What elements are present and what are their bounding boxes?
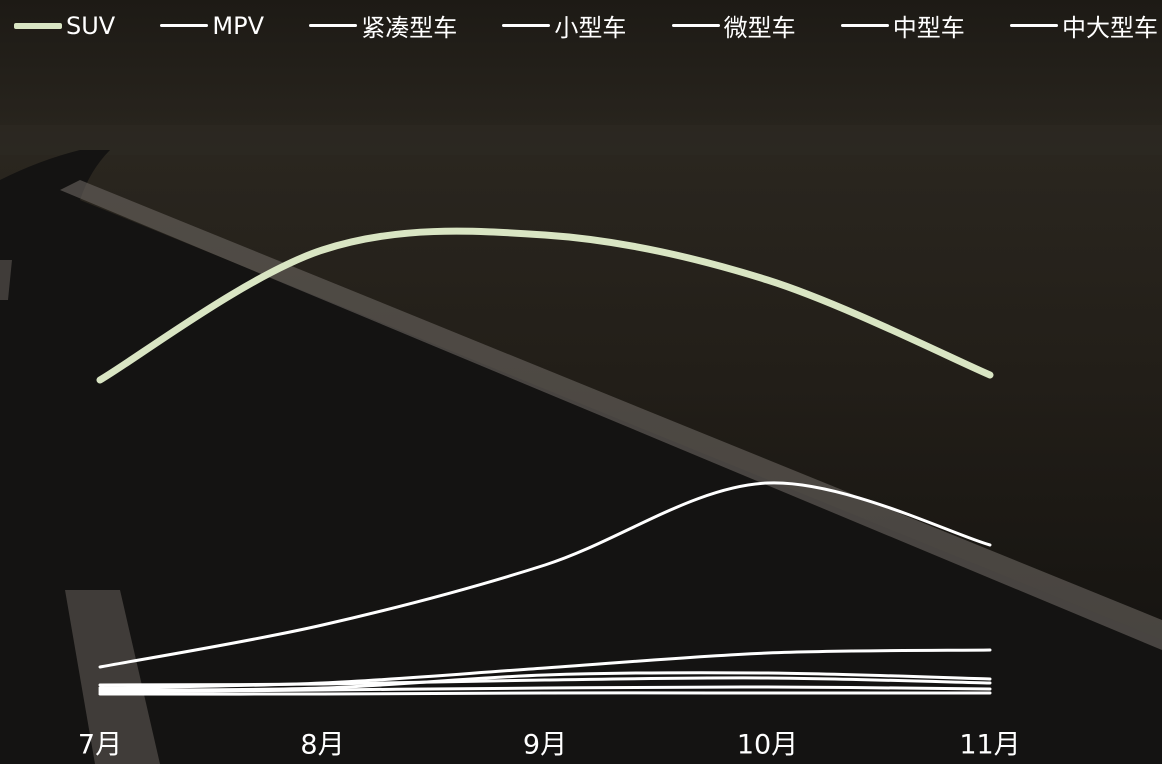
series-line: [98, 691, 992, 696]
legend-label: 微型车: [723, 14, 796, 42]
legend-swatch: [840, 24, 889, 27]
series-line: [98, 648, 992, 690]
legend-item[interactable]: 微型车: [671, 8, 796, 43]
x-tick-label: 11月: [959, 730, 1020, 761]
legend-swatch: [14, 22, 62, 29]
legend-label: 中型车: [892, 14, 965, 42]
legend-label: SUV: [66, 11, 116, 40]
legend-item[interactable]: 紧凑型车: [309, 8, 457, 43]
legend-label: MPV: [212, 11, 265, 40]
x-tick-label: 8月: [300, 730, 344, 761]
x-tick-label: 10月: [737, 730, 798, 761]
series-line: [96, 227, 994, 384]
legend-swatch: [1009, 24, 1058, 27]
legend-item[interactable]: 小型车: [502, 8, 626, 43]
legend-swatch: [160, 24, 209, 27]
legend-item[interactable]: SUV: [14, 8, 115, 43]
legend-item[interactable]: 中大型车: [1009, 8, 1158, 43]
legend-item[interactable]: MPV: [160, 8, 264, 43]
legend-swatch: [502, 24, 551, 27]
legend-label: 中大型车: [1061, 14, 1158, 42]
legend-swatch: [309, 24, 358, 27]
legend-label: 紧凑型车: [361, 14, 458, 42]
x-tick-label: 7月: [78, 730, 122, 761]
legend-swatch: [671, 24, 720, 27]
series-line: [98, 676, 992, 687]
legend-label: 小型车: [554, 14, 627, 42]
x-tick-label: 9月: [523, 730, 567, 761]
legend-item[interactable]: 中型车: [840, 8, 965, 43]
legend: SUV MPV 紧凑型车 小型车 微型车 中型车 中大型车: [14, 8, 1158, 43]
series-line: [98, 685, 992, 694]
series-line: [98, 481, 992, 669]
